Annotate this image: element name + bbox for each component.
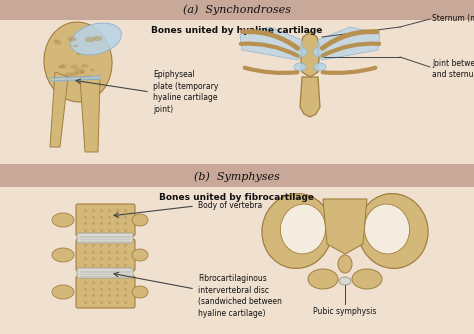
Polygon shape [240,27,302,60]
Ellipse shape [132,249,148,261]
Ellipse shape [365,204,410,254]
Ellipse shape [293,47,307,57]
Polygon shape [318,27,380,60]
Ellipse shape [76,53,80,55]
Ellipse shape [85,37,95,42]
Text: Epiphyseal
plate (temporary
hyaline cartilage
joint): Epiphyseal plate (temporary hyaline cart… [153,70,219,114]
Ellipse shape [82,75,92,81]
Ellipse shape [64,72,73,77]
Polygon shape [300,77,320,117]
Ellipse shape [90,69,95,71]
Text: Bones united by hyaline cartilage: Bones united by hyaline cartilage [151,26,323,35]
Ellipse shape [73,45,78,47]
Text: Sternum (manubrium): Sternum (manubrium) [432,14,474,23]
Ellipse shape [281,204,326,254]
Ellipse shape [358,194,428,269]
Text: Pubic symphysis: Pubic symphysis [313,307,377,316]
Ellipse shape [338,255,352,273]
Polygon shape [80,77,100,152]
Ellipse shape [52,248,74,262]
Ellipse shape [313,47,327,57]
FancyBboxPatch shape [76,204,135,236]
FancyBboxPatch shape [77,268,133,278]
Ellipse shape [339,277,351,285]
Ellipse shape [352,269,382,289]
Ellipse shape [71,72,78,76]
Polygon shape [50,72,68,147]
Ellipse shape [67,37,76,41]
Ellipse shape [58,65,64,68]
Bar [0,0,474,20]
Ellipse shape [74,68,85,74]
Ellipse shape [294,63,306,71]
Ellipse shape [44,22,112,102]
Ellipse shape [52,285,74,299]
Polygon shape [323,199,367,254]
FancyBboxPatch shape [77,233,133,243]
Ellipse shape [80,71,84,73]
Ellipse shape [308,269,338,289]
Ellipse shape [132,214,148,226]
Ellipse shape [52,213,74,227]
Ellipse shape [93,36,102,41]
Ellipse shape [71,23,121,55]
Text: Body of vertebra: Body of vertebra [198,201,262,210]
Ellipse shape [54,40,62,45]
Ellipse shape [262,194,332,269]
Ellipse shape [81,64,89,68]
Ellipse shape [132,286,148,298]
FancyBboxPatch shape [76,239,135,271]
Text: Fibrocartilaginous
intervertebral disc
(sandwiched between
hyaline cartilage): Fibrocartilaginous intervertebral disc (… [198,274,282,318]
Ellipse shape [314,63,326,71]
FancyBboxPatch shape [76,276,135,308]
Text: (b)  Symphyses: (b) Symphyses [194,172,280,182]
Text: Bones united by fibrocartilage: Bones united by fibrocartilage [159,193,315,202]
Text: Joint between first rib
and sternum (immovable): Joint between first rib and sternum (imm… [432,58,474,79]
Bar [0,167,474,187]
Ellipse shape [71,64,78,69]
Ellipse shape [54,39,59,42]
Ellipse shape [60,64,67,68]
Polygon shape [300,32,320,77]
Ellipse shape [80,71,84,74]
Text: (a)  Synchondroses: (a) Synchondroses [183,5,291,15]
